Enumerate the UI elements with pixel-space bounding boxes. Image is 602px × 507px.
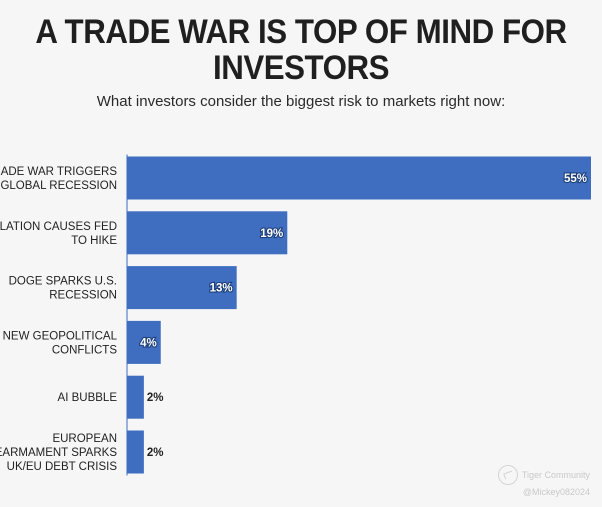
category-label-line: AI BUBBLE: [58, 392, 118, 404]
category-label-line: CONFLICTS: [52, 344, 118, 356]
category-label-line: TRADE WAR TRIGGERS: [0, 166, 117, 178]
bar-4: [127, 375, 144, 419]
category-label-line: INFLATION CAUSES FED: [0, 221, 117, 233]
bar-0: [127, 156, 591, 200]
category-label-4: AI BUBBLE: [58, 392, 118, 404]
chart-title: A TRADE WAR IS TOP OF MIND FOR INVESTORS: [35, 13, 567, 87]
chart-subtitle: What investors consider the biggest risk…: [96, 93, 506, 110]
category-label-3: NEW GEOPOLITICAL CONFLICTS: [3, 330, 118, 356]
category-label-line: REARMAMENT SPARKS: [0, 447, 117, 459]
category-label-2: DOGE SPARKS U.S. RECESSION: [9, 276, 117, 302]
category-label-line: TO HIKE: [71, 235, 117, 247]
value-label-1: 19%: [260, 228, 283, 240]
bar-5: [127, 430, 144, 474]
value-label-5: 2%: [147, 447, 164, 459]
bar-3: [127, 320, 161, 364]
category-label-line: UK/EU DEBT CRISIS: [7, 461, 118, 473]
bar-2: [127, 266, 237, 310]
category-label-line: GLOBAL RECESSION: [0, 180, 117, 192]
category-label-0: TRADE WAR TRIGGERS GLOBAL RECESSION: [0, 166, 117, 192]
value-label-4: 2%: [147, 392, 164, 404]
watermark-brand: Tiger Community: [521, 470, 590, 480]
category-label-line: EUROPEAN: [52, 433, 117, 445]
value-label-2: 13%: [210, 283, 233, 295]
bar-1: [127, 211, 288, 255]
value-label-3: 4%: [140, 337, 157, 349]
category-label-line: NEW GEOPOLITICAL: [3, 330, 118, 342]
watermark-handle: @Mickey082024: [522, 487, 590, 497]
tiger-community-logo-icon: [497, 465, 518, 485]
value-label-0: 55%: [564, 173, 587, 185]
category-label-1: INFLATION CAUSES FED TO HIKE: [0, 221, 117, 247]
category-label-line: RECESSION: [49, 290, 117, 302]
category-label-5: EUROPEAN REARMAMENT SPARKS UK/EU DEBT CRIS…: [0, 433, 117, 473]
category-label-line: DOGE SPARKS U.S.: [9, 276, 117, 288]
watermark: Tiger Community @Mickey082024: [497, 465, 590, 497]
